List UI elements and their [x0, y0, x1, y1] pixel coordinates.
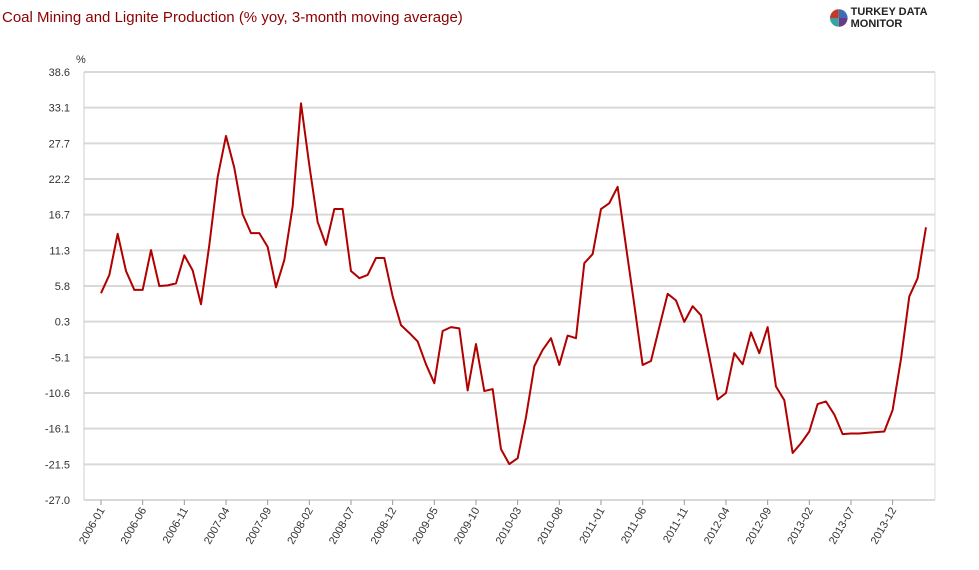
x-tick-label: 2011-06 [619, 506, 649, 546]
chart-title: Coal Mining and Lignite Production (% yo… [2, 9, 463, 26]
series-line [100, 102, 927, 466]
y-tick-label: 0.3 [55, 317, 70, 329]
x-tick-label: 2012-04 [702, 506, 733, 547]
brand-logo: TURKEY DATA MONITOR [830, 6, 979, 30]
y-tick-label: 33.1 [49, 103, 70, 115]
y-tick-label: 22.2 [49, 174, 70, 186]
y-tick-label: -10.6 [45, 388, 70, 400]
x-tick-label: 2010-08 [535, 506, 566, 547]
x-tick-label: 2011-01 [577, 506, 607, 546]
x-tick-label: 2012-09 [744, 506, 775, 547]
y-tick-label: -21.5 [45, 459, 70, 471]
brand-name: TURKEY DATA MONITOR [850, 6, 928, 30]
y-tick-label: -27.0 [45, 495, 70, 507]
x-tick-label: 2010-03 [494, 506, 525, 547]
x-tick-label: 2013-12 [869, 506, 900, 547]
x-tick-label: 2008-02 [285, 506, 316, 547]
x-tick-label: 2013-07 [827, 506, 858, 547]
y-axis-label: % [76, 54, 86, 66]
x-tick-label: 2011-11 [661, 506, 691, 546]
x-tick-label: 2006-01 [77, 506, 108, 547]
x-tick-label: 2008-12 [369, 506, 400, 547]
pie-logo-icon [830, 9, 848, 27]
y-tick-label: 27.7 [49, 138, 70, 150]
x-tick-label: 2009-05 [410, 506, 441, 547]
y-tick-label: -5.1 [51, 352, 70, 364]
x-tick-label: 2008-07 [327, 506, 358, 547]
y-tick-label: 5.8 [55, 281, 70, 293]
y-tick-label: -16.1 [45, 424, 70, 436]
x-tick-label: 2006-11 [161, 506, 191, 546]
y-tick-label: 16.7 [49, 210, 70, 222]
y-tick-label: 38.6 [49, 67, 70, 79]
x-tick-label: 2013-02 [785, 506, 816, 547]
x-tick-label: 2007-09 [244, 506, 275, 547]
y-tick-label: 11.3 [49, 245, 70, 257]
x-tick-label: 2006-06 [119, 506, 150, 547]
x-tick-label: 2007-04 [202, 506, 233, 547]
x-tick-label: 2009-10 [452, 506, 483, 547]
